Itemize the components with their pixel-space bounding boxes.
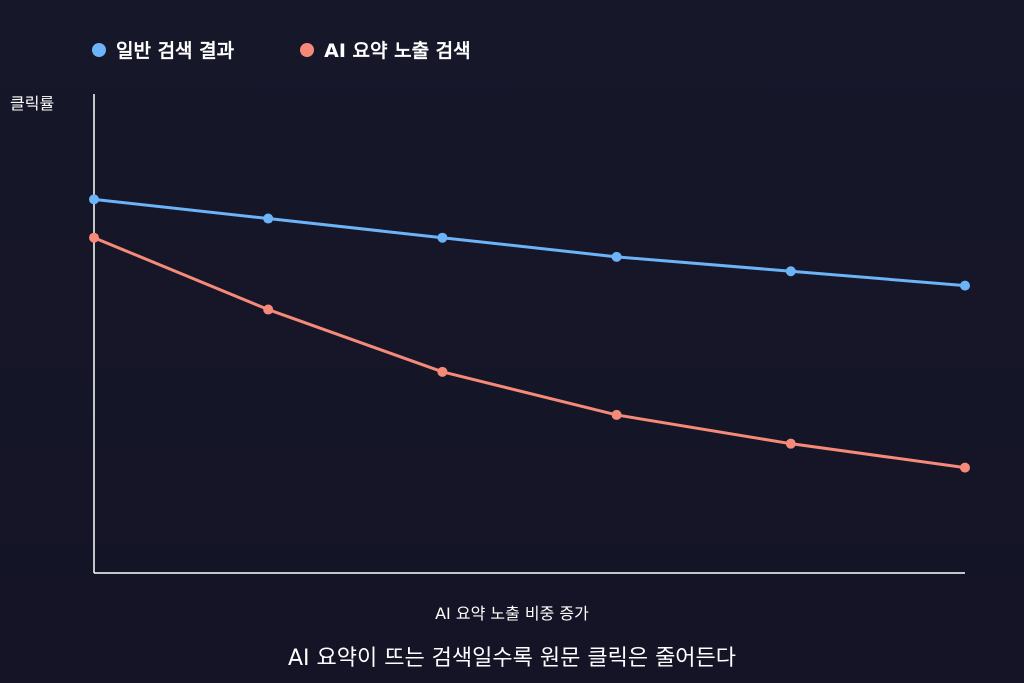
data-point-0-1 <box>263 213 274 224</box>
legend-item-ai: AI 요약 노출 검색 <box>300 36 471 63</box>
data-point-1-4 <box>785 438 796 449</box>
x-axis-label: AI 요약 노출 비중 증가 <box>435 604 589 623</box>
data-point-0-4 <box>785 266 796 277</box>
legend-label-general: 일반 검색 결과 <box>116 40 235 62</box>
data-point-1-0 <box>89 232 99 243</box>
data-point-0-0 <box>89 194 99 205</box>
legend: 일반 검색 결과 AI 요약 노출 검색 <box>92 36 537 63</box>
series-line-0 <box>93 197 966 288</box>
data-point-0-2 <box>437 232 448 243</box>
legend-dot-ai-icon <box>300 42 315 57</box>
data-point-1-5 <box>960 462 970 473</box>
data-point-0-3 <box>611 251 622 262</box>
data-point-1-1 <box>263 304 274 315</box>
legend-dot-general-icon <box>92 42 106 57</box>
chart-caption: AI 요약이 뜨는 검색일수록 원문 클릭은 줄어든다 <box>287 646 737 671</box>
series-line-1 <box>93 236 966 470</box>
y-axis-label: 클릭률 <box>10 94 55 113</box>
data-point-1-2 <box>437 366 448 377</box>
data-point-1-3 <box>611 409 622 420</box>
legend-label-ai: AI 요약 노출 검색 <box>324 40 471 62</box>
series-layer <box>89 194 970 473</box>
data-point-0-5 <box>960 280 970 291</box>
legend-item-general: 일반 검색 결과 <box>92 36 234 63</box>
